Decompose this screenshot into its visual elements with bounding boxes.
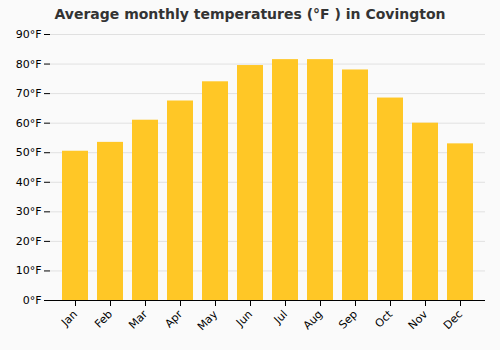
svg-text:70°F: 70°F <box>16 87 42 100</box>
svg-text:Nov: Nov <box>406 307 431 332</box>
svg-text:Jan: Jan <box>58 308 80 330</box>
svg-text:Sep: Sep <box>336 308 360 332</box>
svg-text:Oct: Oct <box>372 307 395 330</box>
html-text:Average monthly temperatures (: Average monthly temperatures (°F ) in Co… <box>54 6 446 22</box>
svg-text:40°F: 40°F <box>16 176 42 189</box>
svg-text:60°F: 60°F <box>16 117 42 130</box>
svg-text:Feb: Feb <box>92 308 115 331</box>
svg-text:Jun: Jun <box>233 308 255 330</box>
svg-text:Mar: Mar <box>126 307 150 331</box>
svg-text:90°F: 90°F <box>16 28 42 41</box>
svg-text:80°F: 80°F <box>16 58 42 71</box>
svg-text:Apr: Apr <box>162 307 185 330</box>
svg-text:Jul: Jul <box>271 308 290 327</box>
svg-text:0°F: 0°F <box>23 294 42 307</box>
svg-text:May: May <box>195 307 221 333</box>
svg-text:20°F: 20°F <box>16 235 42 248</box>
svg-text:Aug: Aug <box>301 308 325 332</box>
svg-text:50°F: 50°F <box>16 146 42 159</box>
svg-text:Dec: Dec <box>441 308 465 332</box>
svg-text:30°F: 30°F <box>16 205 42 218</box>
svg-text:10°F: 10°F <box>16 264 42 277</box>
